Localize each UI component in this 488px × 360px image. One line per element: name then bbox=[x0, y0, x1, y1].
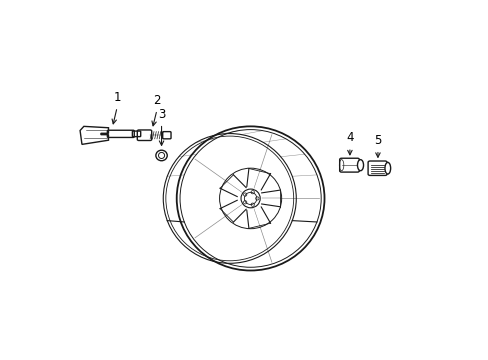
Text: 4: 4 bbox=[346, 131, 353, 144]
Text: 3: 3 bbox=[158, 108, 165, 121]
Ellipse shape bbox=[357, 159, 363, 171]
Text: 2: 2 bbox=[153, 94, 161, 107]
Text: 5: 5 bbox=[373, 134, 381, 147]
Text: 1: 1 bbox=[113, 91, 121, 104]
Ellipse shape bbox=[384, 162, 390, 174]
